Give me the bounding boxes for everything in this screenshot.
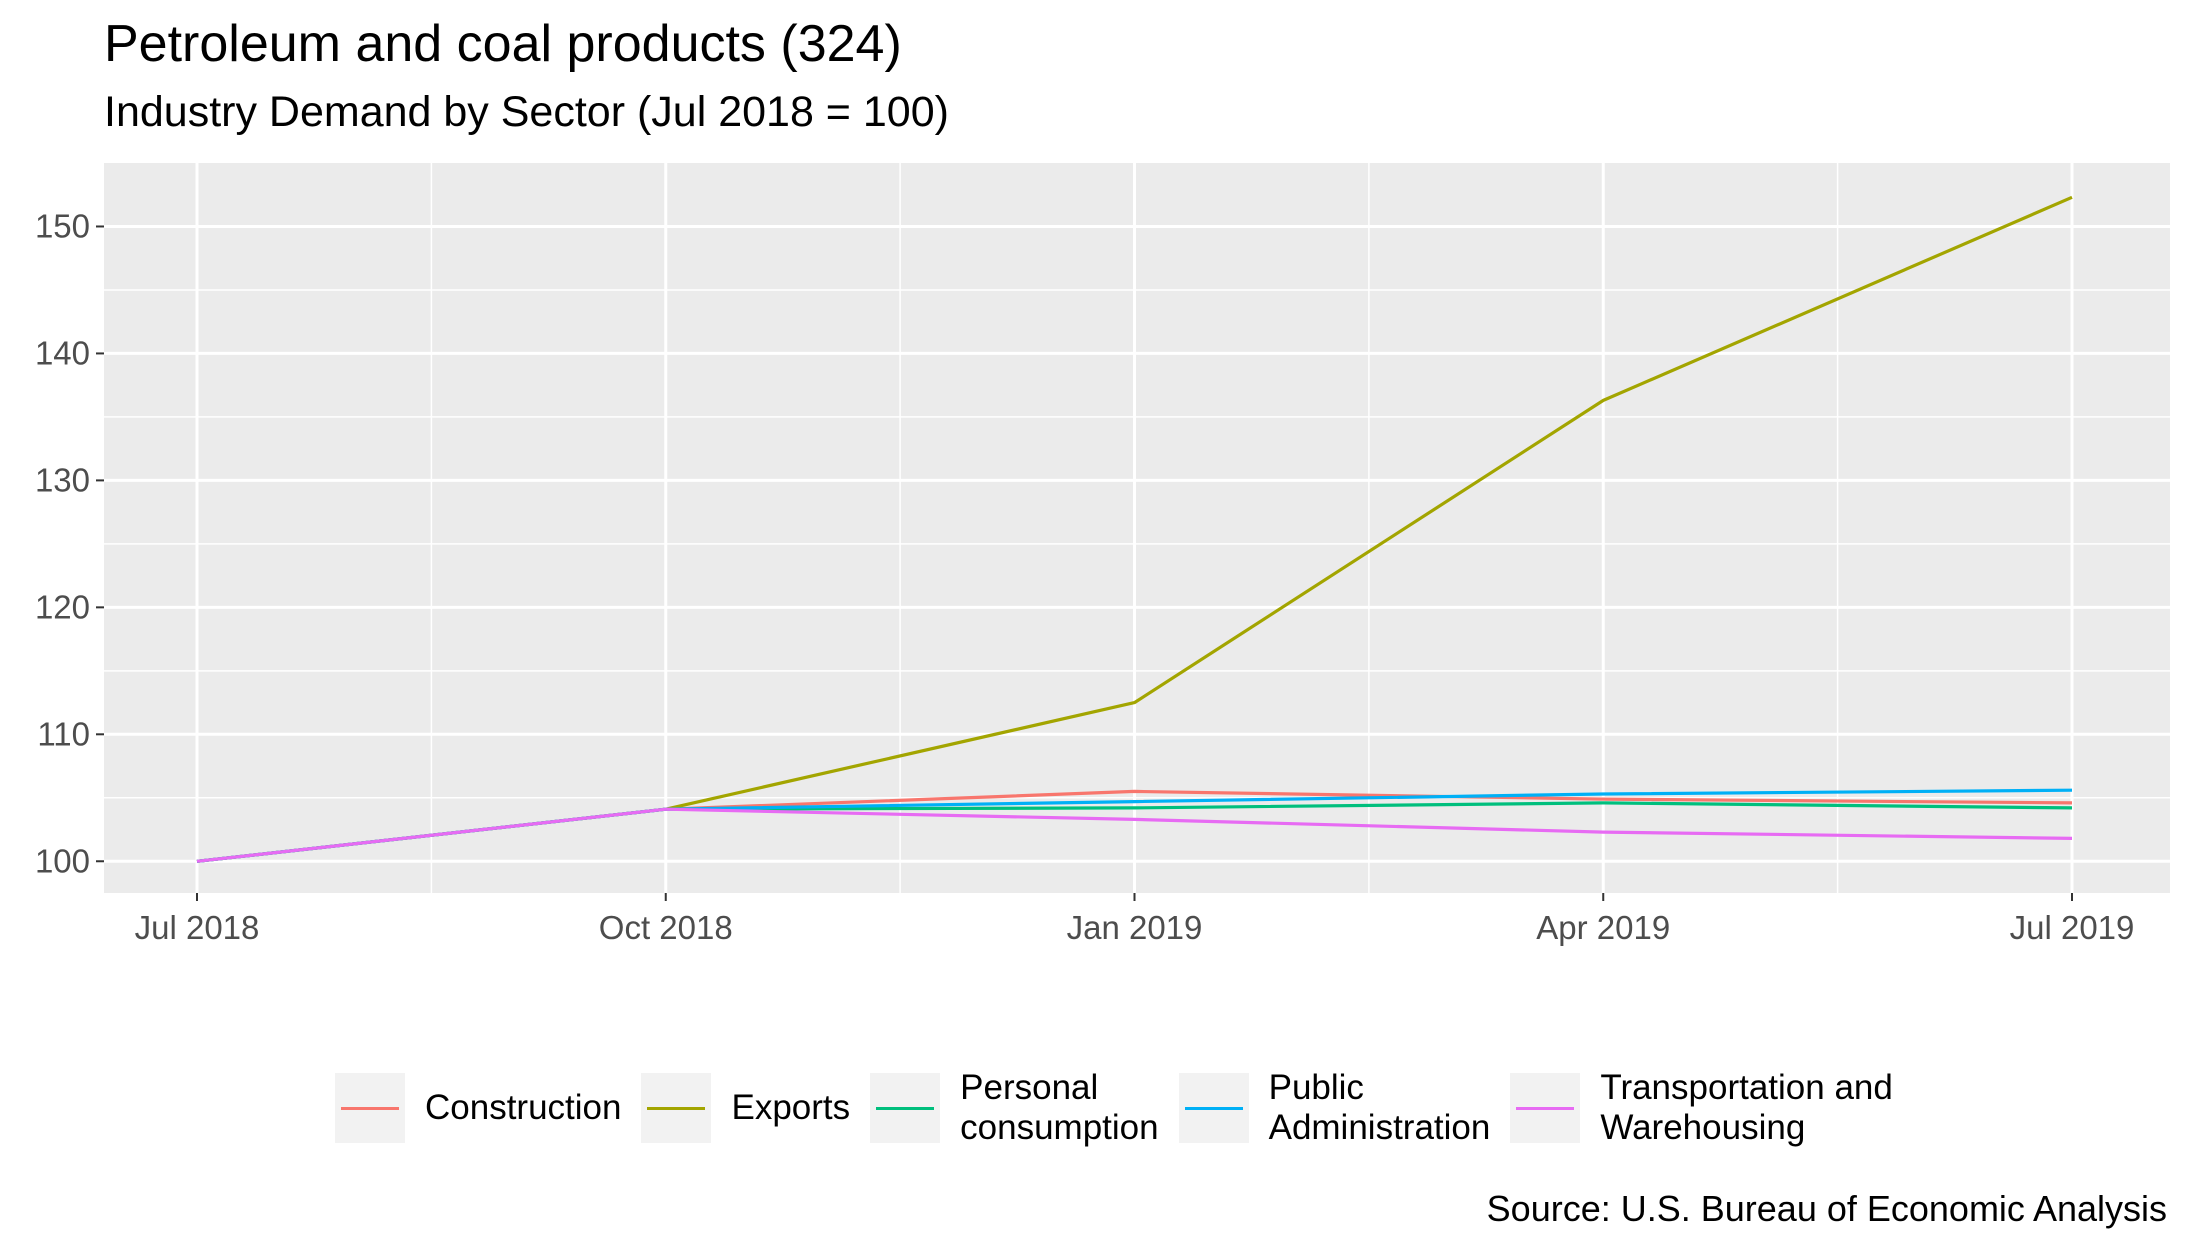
x-tick-label: Jul 2019 xyxy=(2010,909,2135,946)
minor-gridlines xyxy=(104,163,2170,893)
legend-key xyxy=(1178,1073,1249,1143)
legend-item-transportation-and-warehousing: Transportation and Warehousing xyxy=(1510,1068,1893,1148)
legend-key xyxy=(641,1073,712,1143)
legend-label: Transportation and Warehousing xyxy=(1600,1068,1893,1147)
legend-key xyxy=(1510,1073,1581,1143)
legend-swatch-construction xyxy=(341,1107,399,1110)
y-tick-label: 140 xyxy=(35,334,90,371)
legend-swatch-transportation-and-warehousing xyxy=(1516,1107,1575,1110)
chart-subtitle: Industry Demand by Sector (Jul 2018 = 10… xyxy=(104,88,949,136)
legend-item-public-administration: Public Administration xyxy=(1178,1068,1491,1148)
x-axis: Jul 2018 Oct 2018 Jan 2019 Apr 2019 Jul 2019 xyxy=(135,893,2135,946)
legend-item-personal-consumption: Personal consumption xyxy=(870,1068,1159,1148)
legend: Construction Exports Personal consumptio… xyxy=(335,1068,1893,1148)
major-gridlines xyxy=(104,163,2170,893)
y-tick-label: 150 xyxy=(35,207,90,244)
legend-label: Exports xyxy=(731,1088,851,1127)
x-tick-label: Jul 2018 xyxy=(135,909,260,946)
legend-label: Personal consumption xyxy=(960,1068,1159,1147)
x-tick-label: Oct 2018 xyxy=(599,909,733,946)
plot-panel xyxy=(104,163,2170,893)
chart-title: Petroleum and coal products (324) xyxy=(104,15,902,73)
source-caption: Source: U.S. Bureau of Economic Analysis xyxy=(1486,1188,2167,1229)
y-axis: 100 110 120 130 140 150 xyxy=(35,207,104,879)
y-tick-label: 110 xyxy=(37,715,90,752)
legend-swatch-exports xyxy=(647,1107,706,1110)
legend-swatch-public-administration xyxy=(1184,1107,1243,1110)
legend-swatch-personal-consumption xyxy=(876,1107,935,1110)
y-tick-label: 130 xyxy=(35,461,90,498)
line-chart: 100 110 120 130 140 150 Jul 2018 Oct 2018 Jan 2… xyxy=(35,163,2170,946)
legend-key xyxy=(335,1073,405,1143)
legend-key xyxy=(870,1073,941,1143)
legend-item-exports: Exports xyxy=(641,1073,850,1143)
x-tick-label: Jan 2019 xyxy=(1067,909,1203,946)
y-tick-label: 100 xyxy=(35,842,90,879)
legend-label: Public Administration xyxy=(1268,1068,1491,1147)
series-line-transportation-and-warehousing xyxy=(196,807,2073,863)
x-tick-label: Apr 2019 xyxy=(1536,909,1670,946)
y-tick-label: 120 xyxy=(35,588,90,625)
legend-item-construction: Construction xyxy=(335,1073,621,1143)
series-lines xyxy=(196,195,2073,863)
legend-label: Construction xyxy=(425,1088,622,1127)
